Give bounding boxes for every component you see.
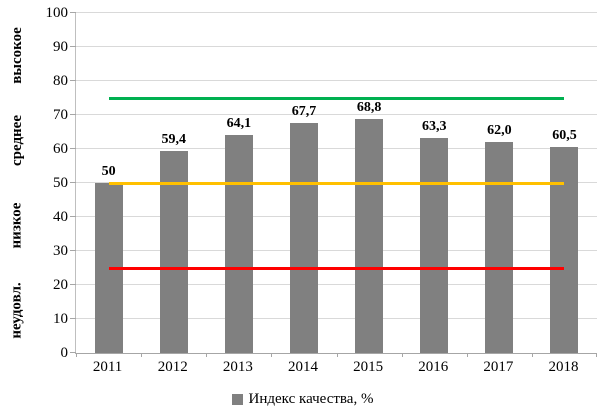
y-tick-mark-100 xyxy=(70,12,76,13)
y-tick-label-70: 70 xyxy=(53,107,68,123)
bar-2015 xyxy=(355,119,384,353)
x-axis-tick-labels: 2011 2012 2013 2014 2015 2016 2017 2018 xyxy=(75,359,596,379)
x-tick-mark-8 xyxy=(596,353,597,357)
legend-swatch-icon xyxy=(231,394,243,405)
y-tick-mark-0 xyxy=(70,352,76,353)
bar-value-label-2011: 50 xyxy=(101,164,116,179)
x-tick-label-2017: 2017 xyxy=(483,359,514,375)
y-tick-label-0: 0 xyxy=(60,345,69,361)
bar-value-label-2015: 68,8 xyxy=(356,100,382,116)
x-tick-label-2013: 2013 xyxy=(222,359,253,375)
y-tick-mark-30 xyxy=(70,250,76,251)
bar-value-label-2012: 59,4 xyxy=(161,132,186,148)
bar-value-label-2018: 60,5 xyxy=(552,128,577,144)
y-tick-label-100: 100 xyxy=(45,5,69,21)
gridline-60 xyxy=(76,148,597,149)
x-tick-mark-7 xyxy=(531,353,533,357)
y-axis-tick-labels: 0 10 20 30 40 50 60 70 80 90 100 xyxy=(0,5,69,361)
bar-value-label-2017: 62,0 xyxy=(487,123,512,139)
bar-2018 xyxy=(550,147,579,353)
y-tick-mark-10 xyxy=(70,318,76,319)
y-tick-label-20: 20 xyxy=(53,277,68,293)
y-tick-label-30: 30 xyxy=(53,243,68,259)
legend-label: Индекс качества, % xyxy=(248,391,374,407)
gridline-10 xyxy=(76,318,597,319)
y-tick-label-50: 50 xyxy=(53,175,68,191)
y-tick-label-90: 90 xyxy=(53,39,68,55)
y-tick-mark-40 xyxy=(70,216,76,217)
bar-2017 xyxy=(485,142,514,353)
gridline-20 xyxy=(76,284,597,285)
bar-value-label-2016: 63,3 xyxy=(421,118,447,134)
reference-line-25 xyxy=(108,266,565,270)
x-tick-mark-4 xyxy=(336,353,338,357)
y-tick-label-40: 40 xyxy=(53,209,68,225)
bar-2013 xyxy=(224,135,253,353)
x-tick-label-2011: 2011 xyxy=(92,359,123,375)
y-tick-mark-60 xyxy=(70,148,76,149)
x-tick-mark-2 xyxy=(206,353,208,357)
x-tick-label-2018: 2018 xyxy=(548,359,579,375)
x-tick-label-2012: 2012 xyxy=(157,359,188,375)
x-tick-mark-3 xyxy=(271,353,273,357)
x-tick-label-2015: 2015 xyxy=(353,359,384,375)
bar-value-label-2013: 64,1 xyxy=(226,116,252,132)
gridline-80 xyxy=(76,80,597,81)
y-tick-mark-80 xyxy=(70,80,76,81)
y-tick-mark-20 xyxy=(70,284,76,285)
y-tick-mark-50 xyxy=(70,182,76,183)
reference-line-50 xyxy=(108,181,565,185)
y-tick-mark-70 xyxy=(70,114,76,115)
gridline-100 xyxy=(76,12,597,13)
x-tick-mark-5 xyxy=(401,353,403,357)
gridline-90 xyxy=(76,46,597,47)
bar-value-label-2014: 67,7 xyxy=(291,103,317,119)
y-tick-label-10: 10 xyxy=(53,311,68,327)
y-tick-mark-90 xyxy=(70,46,76,47)
y-tick-label-60: 60 xyxy=(53,141,68,157)
gridline-30 xyxy=(76,250,597,251)
gridline-40 xyxy=(76,216,597,217)
x-tick-mark-6 xyxy=(466,353,468,357)
plot-area: 50 59,4 64,1 67,7 68,8 63,3 62,0 60,5 xyxy=(70,12,597,357)
x-tick-label-2016: 2016 xyxy=(418,359,449,375)
legend: Индекс качества, % xyxy=(0,391,605,408)
x-tick-mark-1 xyxy=(141,353,143,357)
bar-2012 xyxy=(159,151,188,353)
reference-line-75 xyxy=(108,96,565,100)
bar-2014 xyxy=(289,122,318,353)
gridline-70 xyxy=(76,114,597,115)
x-tick-mark-0 xyxy=(76,353,77,357)
x-tick-label-2014: 2014 xyxy=(287,359,318,375)
y-tick-label-80: 80 xyxy=(53,73,68,89)
bar-2016 xyxy=(420,137,449,353)
